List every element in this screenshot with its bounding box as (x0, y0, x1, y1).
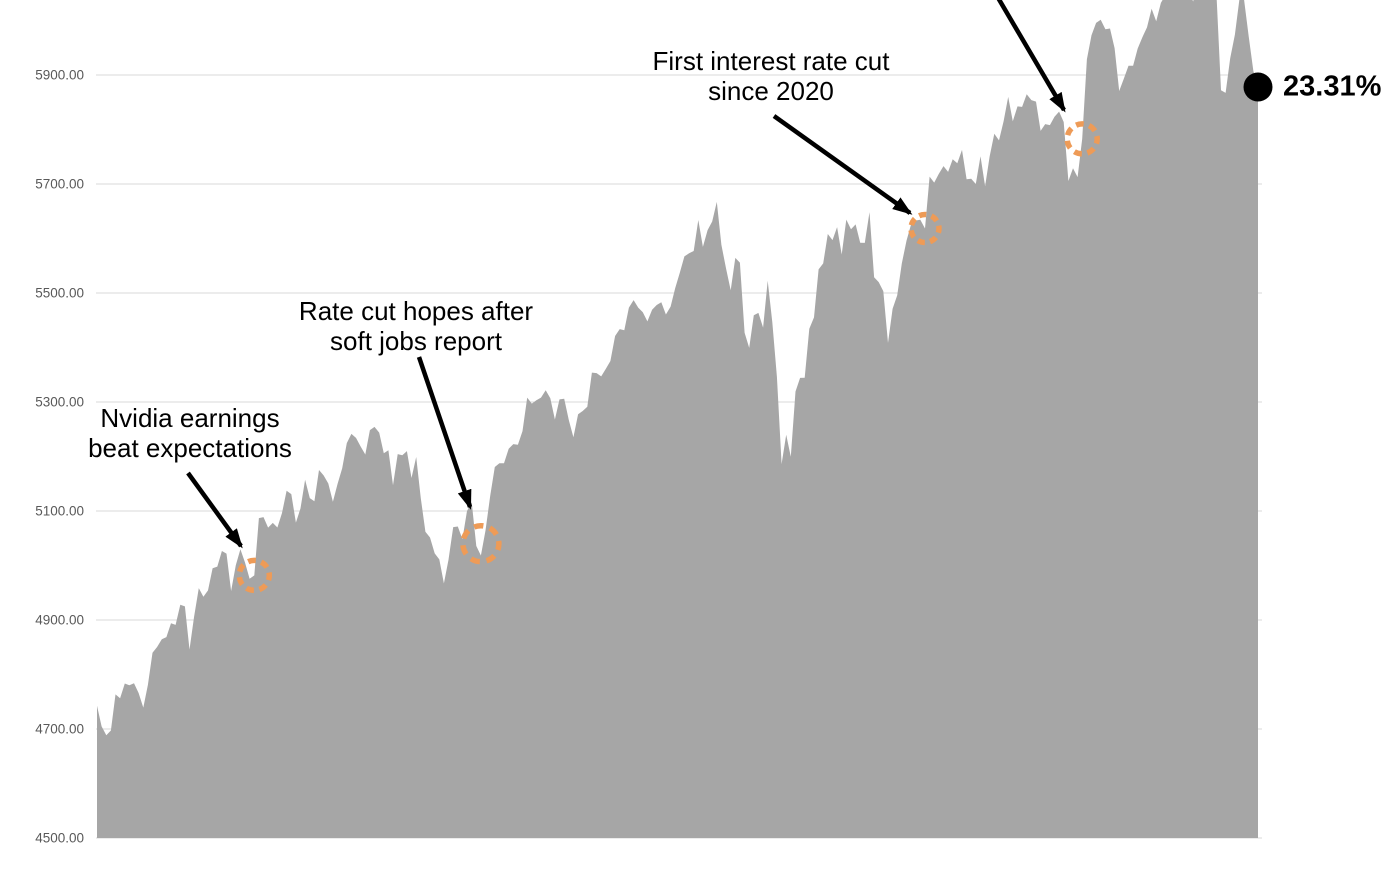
annotation-arrow-offscreen-event (996, 0, 1066, 113)
annotation-line: Nvidia earnings (100, 403, 280, 433)
y-axis-tick-label: 5300.00 (35, 395, 84, 410)
annotation-text-first-rate-cut: First interest rate cut since 2020 (653, 46, 890, 106)
annotation-line: Rate cut hopes after (298, 296, 534, 326)
annotation-arrow-nvidia-earnings (186, 471, 243, 549)
event-circle-offscreen-event (1064, 121, 1100, 157)
y-axis-tick-label: 5900.00 (35, 68, 84, 83)
y-axis-tick-labels: 5900.00 5700.00 5500.00 5300.00 5100.00 4900.… (35, 68, 84, 846)
event-circle-first-rate-cut (908, 211, 942, 246)
annotation-text-nvidia-earnings: Nvidia earnings beat expectations (88, 403, 292, 463)
event-circle-nvidia-earnings (236, 557, 273, 594)
annotation-line: soft jobs report (330, 326, 502, 356)
y-axis-tick-label: 5500.00 (35, 286, 84, 301)
annotation-line: First interest rate cut (652, 46, 890, 76)
ytd-return-label: 23.31% (1283, 70, 1382, 103)
y-axis-tick-label: 4700.00 (35, 722, 84, 737)
y-axis-tick-label: 4500.00 (35, 831, 84, 846)
price-area-series (97, 0, 1258, 838)
y-axis-tick-label: 4900.00 (35, 613, 84, 628)
annotation-line: beat expectations (88, 433, 292, 463)
event-circle-rate-cut-hopes (460, 522, 502, 565)
y-axis-tick-label: 5700.00 (35, 177, 84, 192)
y-axis-tick-label: 5100.00 (35, 504, 84, 519)
series-end-dot (1243, 72, 1273, 102)
annotation-arrows (186, 0, 1066, 549)
annotation-arrow-rate-cut-hopes (416, 356, 473, 510)
event-highlight-circles (236, 121, 1100, 594)
annotation-arrow-first-rate-cut (772, 114, 913, 215)
annotation-line: since 2020 (708, 76, 834, 106)
annotation-text-rate-cut-hopes: Rate cut hopes after soft jobs report (299, 296, 533, 356)
